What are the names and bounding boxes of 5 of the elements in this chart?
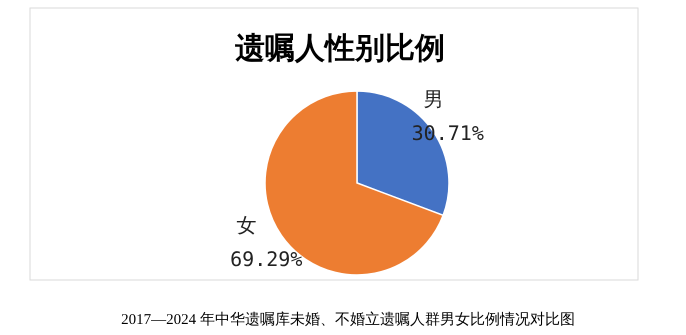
chart-title: 遗嘱人性别比例 <box>235 31 445 66</box>
slice-label: 男 <box>424 87 444 112</box>
text: 2017—2024 年中华遗嘱库未婚、不婚立遗嘱人群男女比例情况对比图 <box>121 311 575 328</box>
slice-label: 女 <box>236 212 256 237</box>
data-label: 69.29% <box>230 246 302 271</box>
